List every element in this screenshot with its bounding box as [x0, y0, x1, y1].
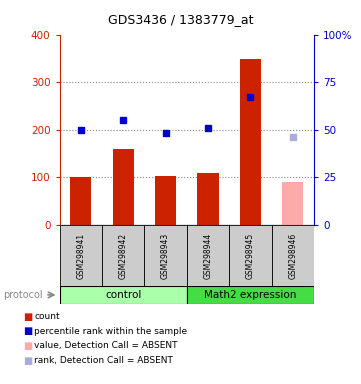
Text: ■: ■: [23, 312, 33, 322]
Text: percentile rank within the sample: percentile rank within the sample: [34, 327, 187, 336]
Text: count: count: [34, 312, 60, 321]
Text: Math2 expression: Math2 expression: [204, 290, 297, 300]
Bar: [282, 182, 304, 225]
Text: ■: ■: [23, 341, 33, 351]
Text: ■: ■: [23, 326, 33, 336]
Bar: [187, 286, 314, 304]
Bar: [197, 173, 219, 225]
Text: GSM298943: GSM298943: [161, 233, 170, 279]
Bar: [187, 225, 229, 286]
Text: GSM298941: GSM298941: [76, 233, 85, 279]
Bar: [102, 225, 144, 286]
Bar: [70, 177, 91, 225]
Text: GDS3436 / 1383779_at: GDS3436 / 1383779_at: [108, 13, 253, 26]
Text: GSM298946: GSM298946: [288, 233, 297, 279]
Text: rank, Detection Call = ABSENT: rank, Detection Call = ABSENT: [34, 356, 173, 365]
Text: control: control: [105, 290, 142, 300]
Bar: [144, 225, 187, 286]
Bar: [60, 225, 102, 286]
Text: protocol: protocol: [4, 290, 43, 300]
Bar: [272, 225, 314, 286]
Bar: [229, 225, 271, 286]
Bar: [60, 286, 187, 304]
Text: ■: ■: [23, 356, 33, 366]
Text: GSM298944: GSM298944: [204, 233, 213, 279]
Text: value, Detection Call = ABSENT: value, Detection Call = ABSENT: [34, 341, 178, 351]
Text: GSM298942: GSM298942: [119, 233, 128, 279]
Bar: [240, 59, 261, 225]
Bar: [113, 149, 134, 225]
Bar: [155, 176, 176, 225]
Text: GSM298945: GSM298945: [246, 233, 255, 279]
